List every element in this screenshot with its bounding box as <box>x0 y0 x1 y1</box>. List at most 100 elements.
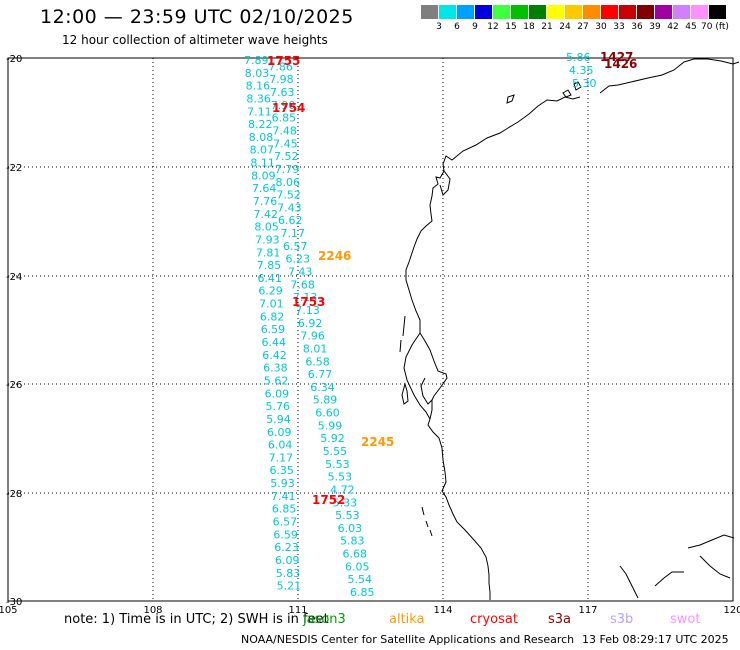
pass-time-label: 1753 <box>292 295 325 309</box>
generation-timestamp: 13 Feb 08:29:17 UTC 2025 <box>582 633 729 646</box>
legend-swatch <box>511 5 528 19</box>
legend-label: 3 <box>436 22 442 32</box>
legend-label: 70 (ft) <box>701 22 729 32</box>
wave-height-value: 7.43 <box>277 201 302 214</box>
wave-height-value: 7.86 <box>268 60 293 73</box>
wave-height-value: 6.38 <box>263 362 288 375</box>
wave-height-value: 5.83 <box>276 567 301 580</box>
chart-title: 12:00 — 23:59 UTC 02/10/2025 <box>40 6 354 28</box>
wave-height-value: 7.17 <box>269 451 294 464</box>
legend-swatch <box>529 5 546 19</box>
legend-label: 9 <box>472 22 478 32</box>
legend-swatch <box>457 5 474 19</box>
wave-height-value: 6.85 <box>272 112 297 125</box>
wave-height-value: 6.77 <box>308 368 333 381</box>
wave-height-value: 7.79 <box>275 163 300 176</box>
wave-height-value: 8.22 <box>248 118 272 131</box>
legend-label: 30 <box>595 22 607 32</box>
wave-height-value: 6.85 <box>272 503 297 516</box>
wave-height-value: 6.41 <box>258 272 283 285</box>
wave-height-value: 7.45 <box>273 137 298 150</box>
wave-height-value: 7.96 <box>300 330 325 343</box>
wave-height-value: 8.08 <box>249 131 274 144</box>
wave-height-value: 6.05 <box>345 560 370 573</box>
wave-height-value: 6.60 <box>315 407 340 420</box>
legend-label: 15 <box>505 22 517 32</box>
wave-height-value: 5.30 <box>572 77 597 90</box>
wave-height-value: 8.07 <box>250 144 275 157</box>
legend-label: 33 <box>613 22 625 32</box>
wave-height-value: 6.09 <box>267 426 292 439</box>
legend-swatch <box>619 5 636 19</box>
wave-height-value: 7.63 <box>270 86 295 99</box>
mission-altika: altika <box>389 612 425 627</box>
shark-bay <box>403 332 431 420</box>
pass-time-label: 1752 <box>312 493 345 507</box>
wave-height-value: 5.62 <box>264 374 289 387</box>
legend-label: 27 <box>577 22 589 32</box>
legend-swatch <box>493 5 510 19</box>
wave-height-value: 6.57 <box>273 515 298 528</box>
wave-height-value: 5.54 <box>348 573 373 586</box>
legend-swatch <box>655 5 672 19</box>
legend-label: 24 <box>559 22 571 32</box>
legend-swatch <box>421 5 438 19</box>
lat-tick-label: -24 <box>6 272 22 283</box>
wave-height-value: 6.09 <box>275 554 300 567</box>
legend-label: 12 <box>487 22 499 32</box>
exmouth-gulf <box>439 170 451 196</box>
wave-height-value: 8.01 <box>303 342 328 355</box>
pass-time-label: 1426 <box>604 57 637 71</box>
wave-height-value: 7.93 <box>255 233 279 246</box>
lat-tick-label: -22 <box>6 163 22 174</box>
wave-height-value: 7.98 <box>269 73 294 86</box>
chart-subtitle: 12 hour collection of altimeter wave hei… <box>62 33 328 47</box>
legend-swatch <box>439 5 456 19</box>
wave-height-value: 5.92 <box>320 432 345 445</box>
peron-peninsula <box>420 377 433 405</box>
lat-tick-label: -26 <box>6 380 22 391</box>
mission-jason3: jason3 <box>303 612 346 627</box>
pass-time-label: 1754 <box>272 101 305 115</box>
altimeter-tracks: 7.89 7.868.03 7.988.16 7.638.36 7.907.11 6.85… <box>244 50 637 599</box>
wave-height-value: 6.23 <box>285 253 310 266</box>
wave-height-value: 5.53 <box>335 509 360 522</box>
legend-swatch <box>601 5 618 19</box>
mission-swot: swot <box>670 612 701 627</box>
wave-height-value: 8.09 <box>251 169 275 182</box>
wave-height-value: 6.82 <box>260 310 285 323</box>
wave-height-value: 7.68 <box>290 278 315 291</box>
wave-height-value: 8.03 <box>245 67 269 80</box>
southeast-coast <box>619 534 735 599</box>
wave-height-value: 6.44 <box>261 336 286 349</box>
wave-height-value: 6.34 <box>310 381 335 394</box>
wave-height-value: 7.13 <box>293 291 318 304</box>
island-north <box>506 94 515 104</box>
wave-height-value: 7.01 <box>259 298 284 311</box>
pass-time-label: 1427 <box>600 50 633 64</box>
lat-tick-label: -20 <box>6 54 22 65</box>
coastline <box>399 58 740 600</box>
wave-height-value: 7.42 <box>254 208 279 221</box>
lat-tick-label: -30 <box>6 597 22 608</box>
island-abrolhos <box>421 506 433 537</box>
legend-swatch <box>583 5 600 19</box>
pass-time-label: 1755 <box>267 54 300 68</box>
wave-height-value: 6.59 <box>261 323 286 336</box>
wave-height-value: 6.03 <box>338 522 363 535</box>
mission-cryosat: cryosat <box>470 612 518 627</box>
wave-height-value: 7.13 <box>295 304 320 317</box>
wave-height-value: 7.17 <box>281 227 306 240</box>
lon-tick-label: 120 <box>723 605 740 616</box>
legend-label: 39 <box>649 22 661 32</box>
legend-label: 21 <box>541 22 553 32</box>
wave-height-value: 8.06 <box>276 176 301 189</box>
wave-height-value: 8.05 <box>254 221 278 234</box>
wave-height-value: 6.92 <box>298 317 323 330</box>
lon-tick-label: 111 <box>288 605 307 616</box>
wave-height-value: 4.72 <box>330 483 355 496</box>
legend-label: 6 <box>454 22 460 32</box>
wave-height-value: 5.83 <box>340 535 365 548</box>
wave-height-value: 6.58 <box>305 355 330 368</box>
